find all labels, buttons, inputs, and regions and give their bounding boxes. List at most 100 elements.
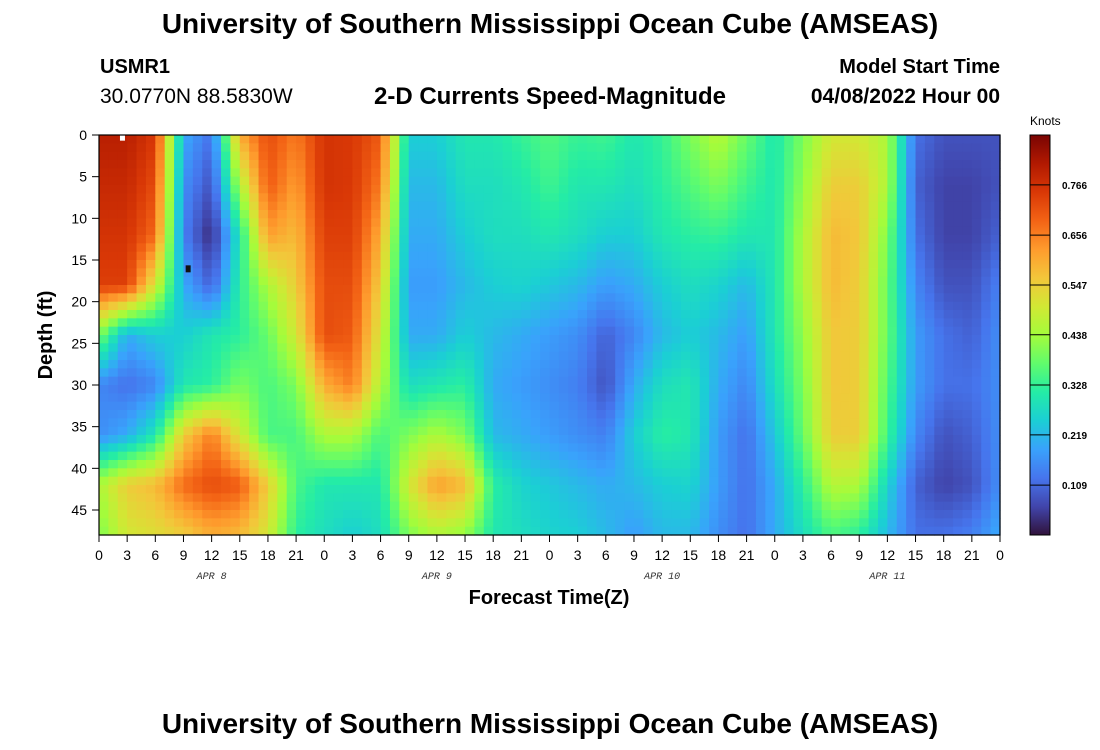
heatmap-cell	[155, 518, 166, 528]
heatmap-cell	[709, 160, 720, 169]
heatmap-cell	[540, 376, 551, 386]
heatmap-cell	[164, 243, 175, 253]
heatmap-cell	[821, 410, 832, 419]
heatmap-cell	[380, 510, 391, 519]
heatmap-cell	[568, 476, 579, 486]
heatmap-cell	[680, 318, 691, 328]
heatmap-cell	[296, 476, 307, 486]
heatmap-cell	[202, 168, 213, 178]
heatmap-cell	[361, 443, 372, 453]
heatmap-cell	[427, 343, 438, 353]
heatmap-cell	[859, 393, 870, 403]
heatmap-cell	[793, 135, 804, 144]
heatmap-cell	[493, 285, 504, 294]
heatmap-cell	[784, 176, 795, 186]
heatmap-cell	[127, 243, 138, 253]
heatmap-cell	[774, 193, 785, 203]
heatmap-cell	[380, 176, 391, 186]
heatmap-cell	[981, 435, 992, 444]
heatmap-cell	[981, 401, 992, 411]
heatmap-cell	[333, 526, 344, 536]
heatmap-cell	[633, 218, 644, 228]
heatmap-cell	[624, 476, 635, 486]
heatmap-cell	[361, 418, 372, 428]
heatmap-cell	[784, 376, 795, 386]
heatmap-cell	[258, 476, 269, 486]
heatmap-cell	[840, 335, 851, 344]
heatmap-cell	[239, 443, 250, 453]
heatmap-cell	[605, 176, 616, 186]
heatmap-cell	[530, 226, 541, 236]
heatmap-cell	[361, 218, 372, 228]
heatmap-cell	[314, 301, 325, 311]
x-tick-label: 12	[880, 547, 896, 563]
heatmap-cell	[389, 435, 400, 444]
heatmap-cell	[859, 376, 870, 386]
heatmap-cell	[690, 160, 701, 169]
heatmap-cell	[558, 143, 569, 153]
heatmap-cell	[145, 385, 156, 394]
heatmap-cell	[896, 526, 907, 536]
heatmap-cell	[981, 385, 992, 394]
heatmap-cell	[915, 260, 926, 269]
heatmap-cell	[361, 310, 372, 319]
heatmap-cell	[136, 318, 147, 328]
heatmap-cell	[192, 393, 203, 403]
heatmap-cell	[314, 435, 325, 444]
heatmap-cell	[305, 160, 316, 169]
heatmap-cell	[511, 301, 522, 311]
heatmap-cell	[427, 176, 438, 186]
heatmap-cell	[164, 193, 175, 203]
heatmap-cell	[643, 326, 654, 336]
heatmap-cell	[971, 435, 982, 444]
heatmap-cell	[784, 426, 795, 436]
heatmap-cell	[859, 493, 870, 503]
heatmap-cell	[840, 393, 851, 403]
heatmap-cell	[333, 518, 344, 528]
heatmap-cell	[239, 201, 250, 211]
heatmap-cell	[230, 401, 241, 411]
heatmap-cell	[577, 335, 588, 344]
heatmap-cell	[680, 335, 691, 344]
heatmap-cell	[155, 226, 166, 236]
heatmap-cell	[577, 185, 588, 194]
heatmap-cell	[117, 343, 128, 353]
heatmap-cell	[502, 151, 513, 161]
heatmap-cell	[990, 510, 1001, 519]
heatmap-cell	[408, 201, 419, 211]
heatmap-cell	[765, 160, 776, 169]
heatmap-cell	[380, 368, 391, 378]
heatmap-cell	[746, 210, 757, 219]
heatmap-cell	[577, 351, 588, 361]
heatmap-cell	[549, 210, 560, 219]
heatmap-cell	[990, 185, 1001, 194]
heatmap-cell	[389, 485, 400, 494]
heatmap-cell	[774, 426, 785, 436]
heatmap-cell	[840, 351, 851, 361]
heatmap-cell	[680, 385, 691, 394]
heatmap-cell	[662, 318, 673, 328]
heatmap-cell	[164, 518, 175, 528]
heatmap-cell	[155, 235, 166, 244]
heatmap-cell	[239, 235, 250, 244]
heatmap-cell	[408, 460, 419, 469]
heatmap-cell	[436, 143, 447, 153]
heatmap-cell	[249, 526, 260, 536]
heatmap-cell	[418, 485, 429, 494]
heatmap-cell	[483, 526, 494, 536]
heatmap-cell	[399, 318, 410, 328]
heatmap-cell	[934, 135, 945, 144]
heatmap-cell	[174, 426, 185, 436]
heatmap-cell	[192, 293, 203, 303]
heatmap-cell	[755, 476, 766, 486]
heatmap-cell	[230, 235, 241, 244]
heatmap-cell	[577, 468, 588, 478]
heatmap-cell	[164, 210, 175, 219]
heatmap-cell	[343, 176, 354, 186]
heatmap-cell	[540, 185, 551, 194]
heatmap-cell	[859, 301, 870, 311]
heatmap-cell	[859, 326, 870, 336]
heatmap-cell	[662, 410, 673, 419]
heatmap-cell	[718, 393, 729, 403]
heatmap-cell	[221, 293, 231, 303]
